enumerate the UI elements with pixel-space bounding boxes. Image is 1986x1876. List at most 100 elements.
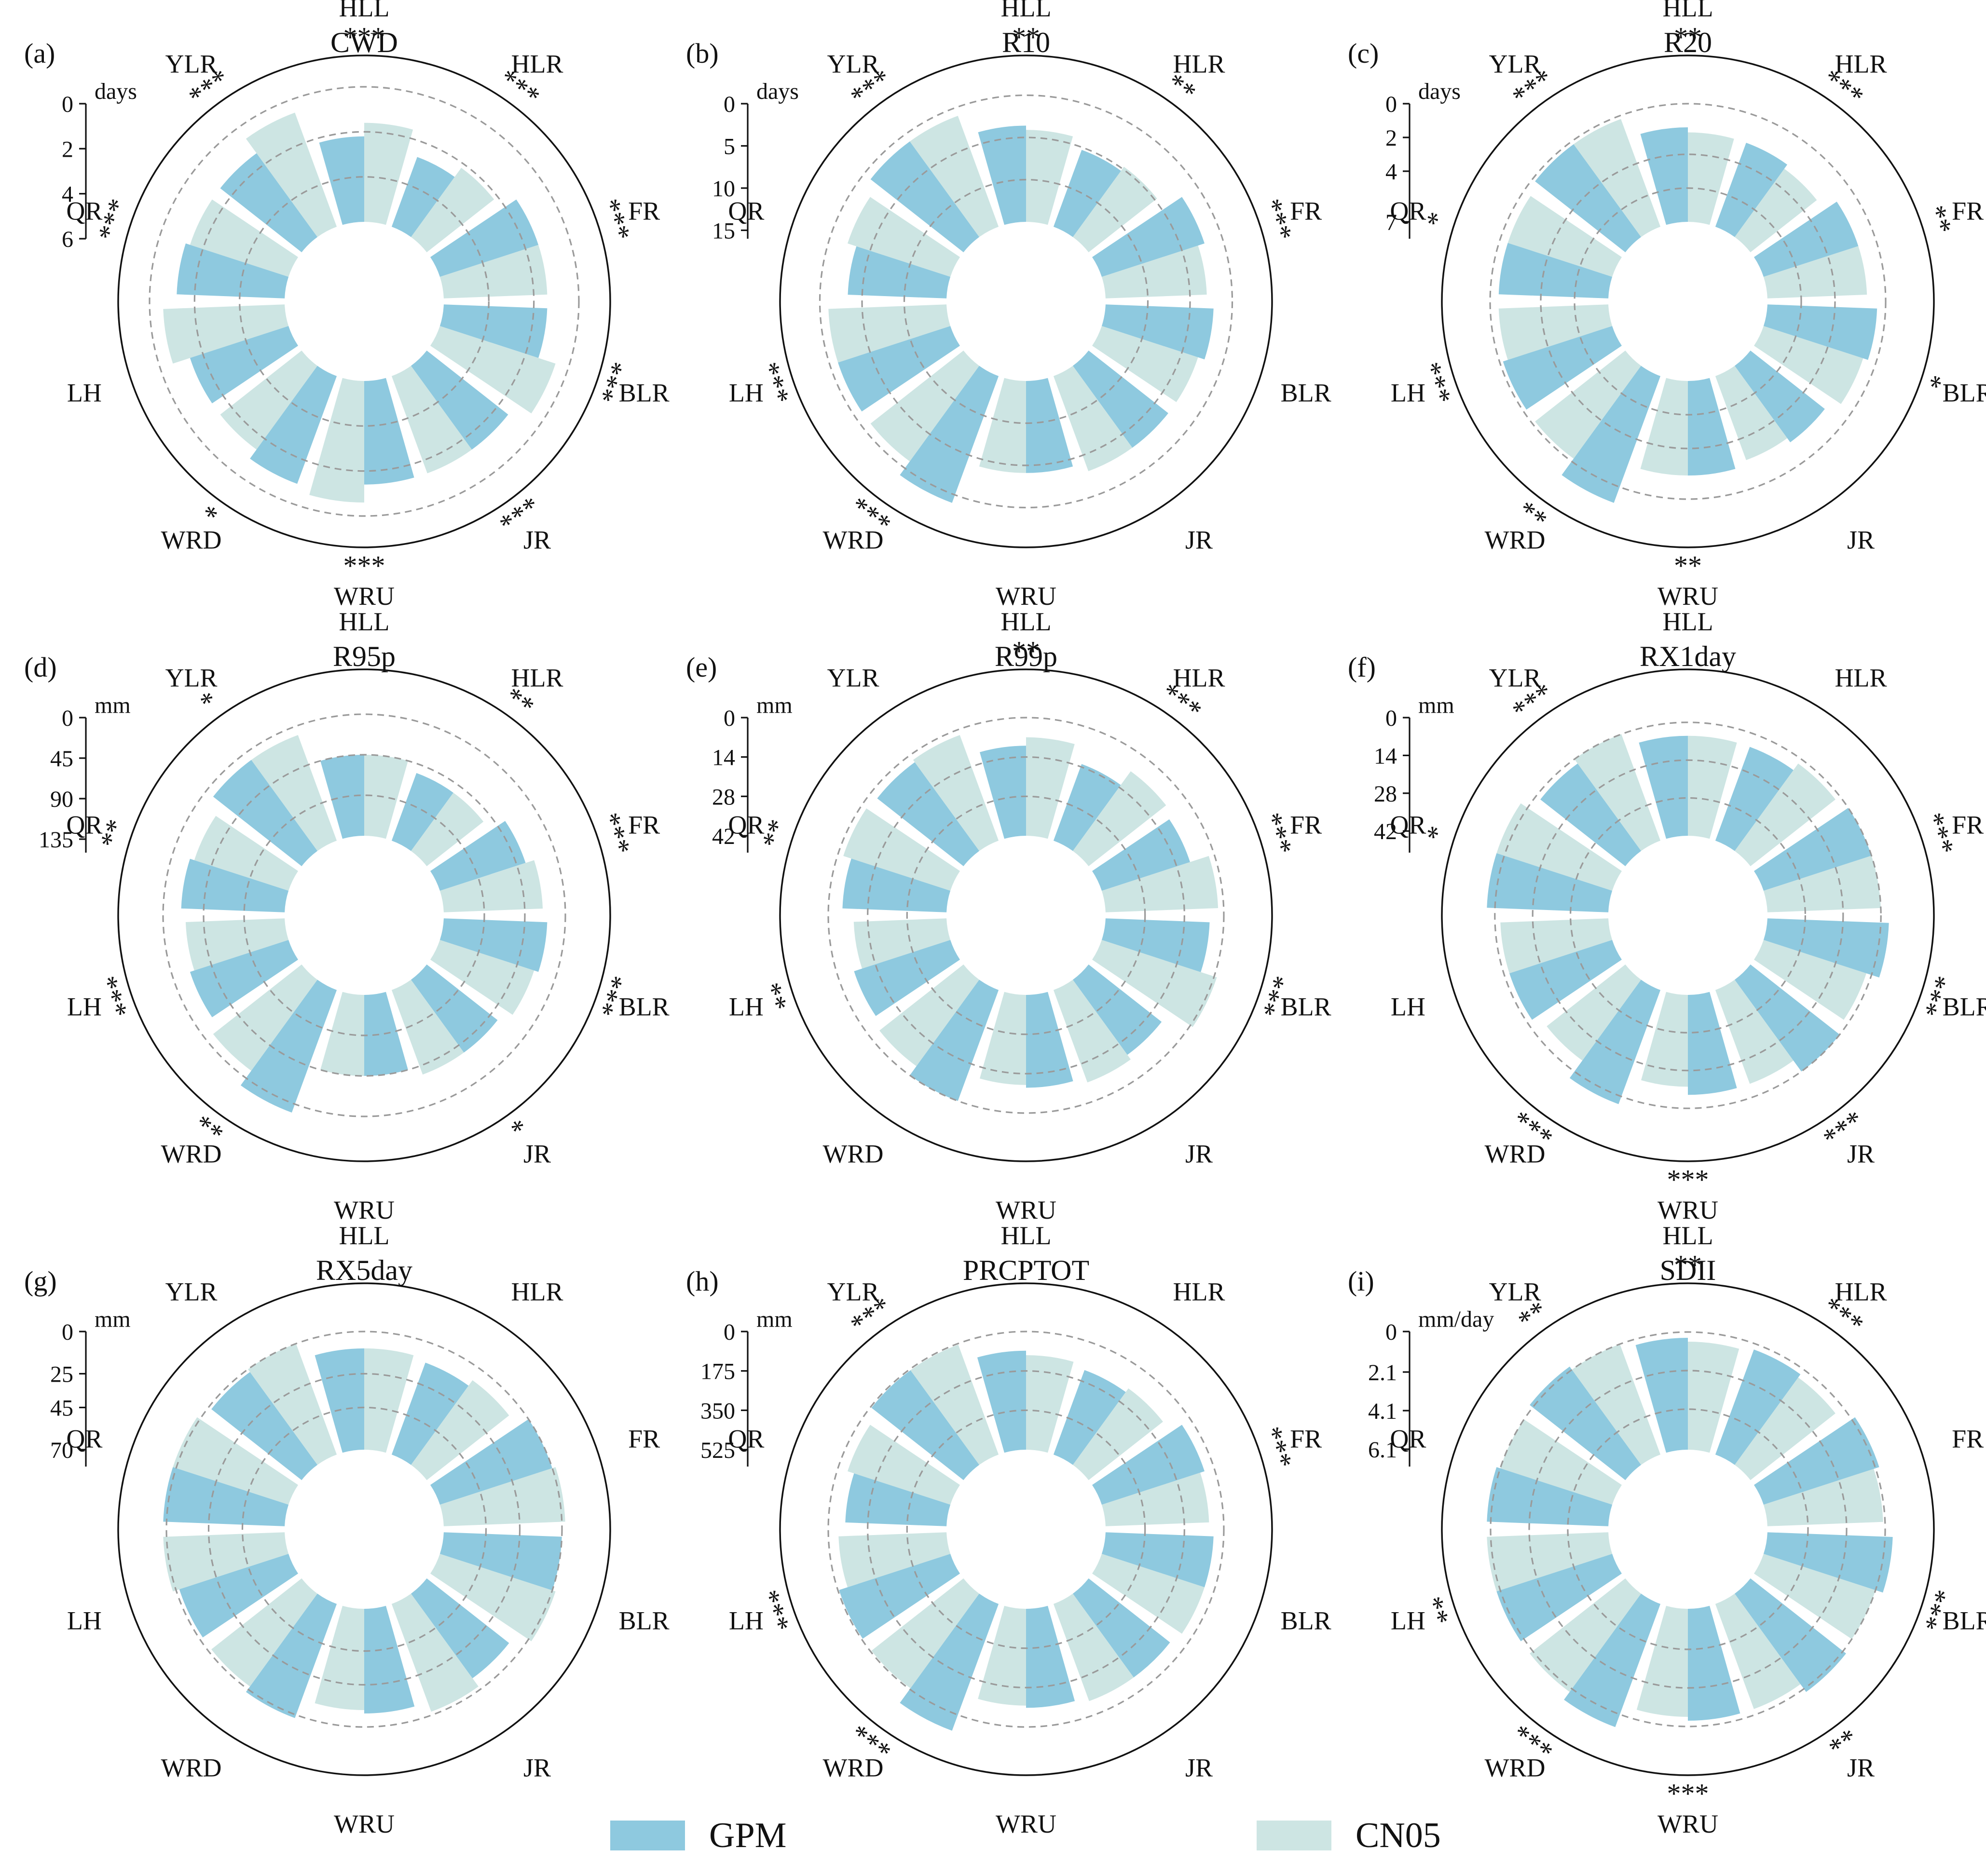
panel-label: (h) — [686, 1265, 719, 1297]
grid-ring-3 — [827, 1331, 1225, 1728]
bar-cn05-qr — [1507, 196, 1622, 277]
bar-gpm-hll — [1639, 735, 1688, 839]
panel-title: SDII — [1660, 1254, 1716, 1286]
bar-cn05-jr — [391, 1593, 479, 1712]
category-label-lh: LH — [1391, 379, 1425, 408]
significance-wru: *** — [1667, 1164, 1709, 1196]
bar-cn05-hll — [364, 754, 408, 839]
bar-cn05-wrd — [879, 964, 979, 1066]
bar-cn05-fr — [439, 1467, 565, 1526]
category-label-hlr: HLR — [1835, 1278, 1887, 1306]
outer-circle — [1441, 668, 1935, 1162]
scale-unit: days — [1418, 79, 1461, 104]
grid-ring-2 — [867, 756, 1185, 1074]
category-label-wru: WRU — [334, 582, 395, 611]
bar-cn05-fr — [439, 860, 543, 912]
grid-ring-3 — [819, 94, 1233, 509]
legend-swatch-cn05 — [1257, 1821, 1331, 1850]
bar-gpm-wru — [1688, 992, 1737, 1095]
scale-unit: days — [756, 79, 799, 104]
scale-tick-label-3: 525 — [700, 1438, 735, 1463]
category-label-qr: QR — [66, 1425, 102, 1454]
bar-gpm-blr — [1763, 304, 1877, 360]
bar-cn05-fr — [1763, 856, 1881, 912]
panel-title: PRCPTOT — [963, 1254, 1089, 1286]
panel-label: (c) — [1348, 38, 1379, 69]
category-label-hlr: HLR — [1173, 664, 1225, 693]
panel-label: (d) — [24, 652, 57, 683]
outer-circle — [779, 1282, 1273, 1776]
bar-gpm-qr — [177, 243, 289, 299]
bar-cn05-wrd — [213, 964, 317, 1071]
bar-cn05-hll — [1026, 1355, 1074, 1453]
category-label-wrd: WRD — [1485, 1754, 1546, 1782]
scale-tick-label-0: 0 — [1385, 1319, 1397, 1345]
category-label-hlr: HLR — [511, 1278, 563, 1306]
category-label-wru: WRU — [1657, 1809, 1718, 1838]
bar-cn05-ylr — [910, 1345, 999, 1465]
scale-tick-label-0: 0 — [1385, 92, 1397, 117]
bar-cn05-blr — [430, 1554, 556, 1642]
category-label-jr: JR — [523, 526, 551, 555]
bar-gpm-lh — [1496, 1554, 1622, 1642]
category-label-hll: HLL — [1001, 1221, 1052, 1250]
scale-tick-label-3: 15 — [712, 218, 735, 244]
scale-tick-label-0: 0 — [724, 1319, 735, 1345]
bar-gpm-wru — [364, 378, 414, 485]
bar-cn05-ylr — [1572, 1344, 1661, 1465]
scale-tick-label-1: 25 — [50, 1362, 73, 1387]
scale-tick-label-2: 4.1 — [1368, 1399, 1397, 1424]
category-label-qr: QR — [728, 197, 764, 226]
bar-cn05-lh — [1500, 918, 1613, 974]
bar-gpm-hlr — [1715, 747, 1794, 851]
bar-cn05-wrd — [211, 1578, 317, 1686]
category-label-ylr: YLR — [827, 664, 879, 693]
panel-3: (c) R20HLLHLRFRBLRJRWRUWRDLHQRYLR********… — [1348, 0, 1986, 611]
bar-cn05-blr — [1092, 940, 1217, 1027]
category-label-blr: BLR — [1281, 992, 1331, 1021]
bar-cn05-jr — [1715, 1593, 1801, 1709]
bar-cn05-fr — [1101, 1472, 1209, 1526]
outer-circle — [1441, 54, 1935, 548]
bar-gpm-ylr — [1530, 1366, 1641, 1481]
bar-gpm-lh — [1509, 940, 1622, 1020]
category-label-wrd: WRD — [161, 1754, 222, 1782]
bar-cn05-lh — [163, 1532, 289, 1591]
bar-gpm-blr — [1101, 918, 1210, 972]
bar-cn05-qr — [848, 1425, 960, 1505]
bar-cn05-fr — [439, 245, 548, 299]
category-label-qr: QR — [728, 1425, 764, 1454]
category-label-wru: WRU — [334, 1196, 395, 1224]
category-label-qr: QR — [66, 811, 102, 840]
category-label-lh: LH — [729, 379, 764, 408]
bar-gpm-qr — [1487, 853, 1613, 912]
panel-label: (g) — [24, 1265, 57, 1297]
bar-gpm-hlr — [391, 157, 455, 237]
panel-label: (e) — [686, 652, 717, 683]
bar-gpm-ylr — [1535, 144, 1641, 253]
bar-gpm-fr — [1092, 819, 1190, 891]
bar-cn05-fr — [1763, 246, 1867, 299]
category-label-hlr: HLR — [511, 50, 563, 79]
scale-tick-label-2: 28 — [1374, 781, 1397, 807]
bar-gpm-jr — [1735, 964, 1840, 1072]
grid-ring-1 — [906, 1409, 1146, 1649]
significance-hll: *** — [343, 22, 385, 53]
bar-gpm-blr — [1101, 1532, 1214, 1588]
category-label-ylr: YLR — [1489, 664, 1541, 693]
bar-gpm-wrd — [240, 979, 337, 1113]
category-label-jr: JR — [1185, 526, 1213, 555]
grid-ring-2 — [207, 1373, 521, 1686]
bar-gpm-hlr — [391, 1362, 469, 1465]
scale-tick-label-3: 6.1 — [1368, 1437, 1397, 1463]
category-label-hll: HLL — [339, 1221, 390, 1250]
category-label-lh: LH — [1391, 1606, 1425, 1635]
bar-cn05-ylr — [910, 116, 999, 237]
panel-label: (b) — [686, 38, 719, 69]
category-label-wrd: WRD — [161, 526, 222, 555]
bar-gpm-ylr — [870, 141, 979, 253]
bar-gpm-ylr — [877, 762, 979, 867]
bar-cn05-hlr — [1073, 771, 1166, 867]
category-label-blr: BLR — [619, 379, 670, 408]
bar-cn05-wru — [1641, 992, 1688, 1087]
